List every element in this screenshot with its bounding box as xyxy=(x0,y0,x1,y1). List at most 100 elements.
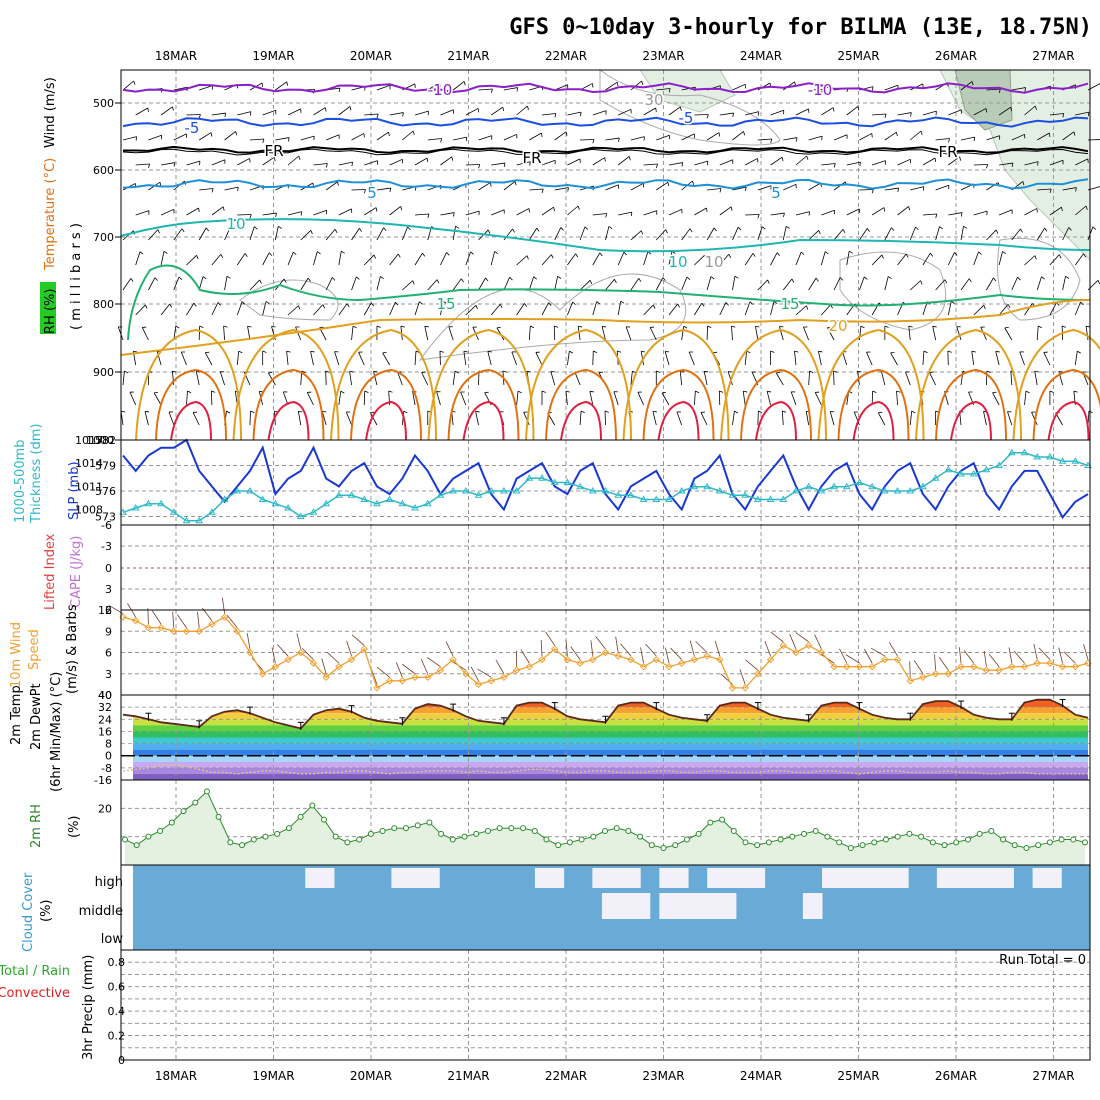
upper-wind-barb xyxy=(846,106,859,116)
upper-wind-barb xyxy=(160,208,175,216)
upper-wind-barb-flag xyxy=(910,112,912,117)
upper-wind-barb xyxy=(656,134,670,141)
wind10-barb xyxy=(301,647,314,660)
upper-wind-barb xyxy=(195,371,200,386)
thickness-marker xyxy=(512,487,521,494)
upper-wind-barb-flag xyxy=(475,305,478,310)
upper-wind-barb-flag xyxy=(298,155,301,160)
upper-wind-barb xyxy=(199,85,213,91)
upper-wind-barb xyxy=(935,184,949,191)
temp-band xyxy=(133,743,1088,750)
upper-wind-barb-flag xyxy=(1041,276,1045,280)
upper-wind-barb xyxy=(122,136,137,141)
upper-wind-barb xyxy=(1024,391,1027,406)
upper-wind-barb-flag xyxy=(340,390,345,394)
upper-wind-barb-flag xyxy=(470,251,474,255)
upper-wind-barb-flag xyxy=(1049,390,1054,393)
upper-wind-barb-flag xyxy=(818,350,823,353)
wind10-marker xyxy=(728,684,737,692)
upper-wind-barb xyxy=(503,181,516,191)
upper-wind-barb xyxy=(364,160,378,166)
upper-wind-barb xyxy=(453,136,467,141)
upper-wind-barb xyxy=(605,279,615,291)
upper-wind-barb xyxy=(287,211,302,216)
wind10-barb xyxy=(1033,643,1038,660)
thickness-marker xyxy=(398,499,407,507)
upper-wind-barb xyxy=(706,132,720,141)
upper-wind-barb xyxy=(440,301,444,316)
upper-wind-barb-flag xyxy=(656,370,661,373)
wind10-marker xyxy=(411,673,419,681)
thickness-marker xyxy=(792,487,800,494)
upper-wind-barb-flag xyxy=(554,113,557,118)
upper-wind-barb-flag xyxy=(1068,227,1072,231)
cloud-high-clear-cell xyxy=(965,868,976,888)
cloud-middle-clear-cell xyxy=(678,893,689,919)
rh-marker xyxy=(894,833,901,840)
upper-wind-barb xyxy=(135,251,141,266)
rh-marker xyxy=(625,828,632,834)
rh-marker xyxy=(180,808,187,815)
upper-wind-barb-flag xyxy=(908,206,911,211)
thickness-marker xyxy=(423,499,432,507)
upper-wind-barb-flag xyxy=(557,275,562,279)
rh-marker xyxy=(672,842,679,849)
rh-marker xyxy=(1035,842,1042,849)
upper-wind-barb xyxy=(1074,351,1078,366)
rh-marker xyxy=(683,836,690,843)
upper-wind-barb-flag xyxy=(638,278,642,282)
contour-30 xyxy=(755,400,797,441)
upper-wind-barb xyxy=(373,371,378,386)
upper-wind-barb xyxy=(516,105,528,116)
cloud-high-clear-cell xyxy=(592,868,603,888)
thickness-marker xyxy=(461,487,470,494)
upper-wind-barb-flag xyxy=(565,131,568,136)
upper-wind-barb xyxy=(783,81,795,91)
upper-wind-barb xyxy=(465,108,479,116)
upper-wind-barb-flag xyxy=(338,87,341,93)
rh-marker xyxy=(438,830,445,837)
thickness-marker xyxy=(893,487,902,494)
cloud-high-clear-cell xyxy=(822,868,833,888)
upper-wind-barb-flag xyxy=(135,136,137,141)
upper-wind-barb-flag xyxy=(446,252,450,256)
upper-wind-barb xyxy=(897,206,909,216)
upper-wind-barb-flag xyxy=(1085,325,1091,328)
upper-wind-barb-flag xyxy=(400,325,405,328)
upper-wind-barb-flag xyxy=(298,305,301,310)
upper-wind-barb-flag xyxy=(436,279,440,284)
wind10-barb xyxy=(420,658,429,674)
upper-wind-barb xyxy=(523,412,530,426)
upper-wind-barb-flag xyxy=(254,226,258,230)
wind10-barb xyxy=(590,640,594,657)
upper-wind-barb xyxy=(478,277,486,291)
upper-wind-barb-flag xyxy=(205,227,210,232)
upper-wind-barb xyxy=(1034,371,1038,386)
contour-30 xyxy=(170,400,212,441)
upper-wind-barb-flag xyxy=(496,326,501,329)
rh-marker xyxy=(988,828,995,834)
upper-wind-barb xyxy=(781,411,784,426)
upper-wind-barb xyxy=(490,251,495,266)
upper-wind-barb-flag xyxy=(871,189,874,194)
thickness-marker xyxy=(220,495,229,502)
upper-wind-barb-flag xyxy=(120,410,126,413)
wind10-barb xyxy=(595,636,606,650)
upper-wind-barb-flag xyxy=(770,138,773,143)
wind10-marker xyxy=(284,655,292,664)
upper-wind-barb-flag xyxy=(1092,226,1097,230)
wind10-marker xyxy=(817,648,826,657)
upper-wind-barb xyxy=(389,112,404,116)
wind10-barb xyxy=(520,649,530,664)
thickness-marker xyxy=(969,470,978,477)
cloud-high-clear-cell xyxy=(391,868,402,888)
upper-wind-barb xyxy=(286,351,289,366)
upper-wind-barb-flag xyxy=(767,391,772,393)
upper-wind-barb-flag xyxy=(1010,107,1012,112)
upper-wind-barb xyxy=(897,112,912,116)
upper-wind-barb xyxy=(1043,352,1051,366)
upper-wind-barb-flag xyxy=(173,162,176,167)
wind10-marker xyxy=(297,648,305,657)
upper-wind-barb xyxy=(338,251,342,266)
upper-wind-barb xyxy=(618,211,632,216)
